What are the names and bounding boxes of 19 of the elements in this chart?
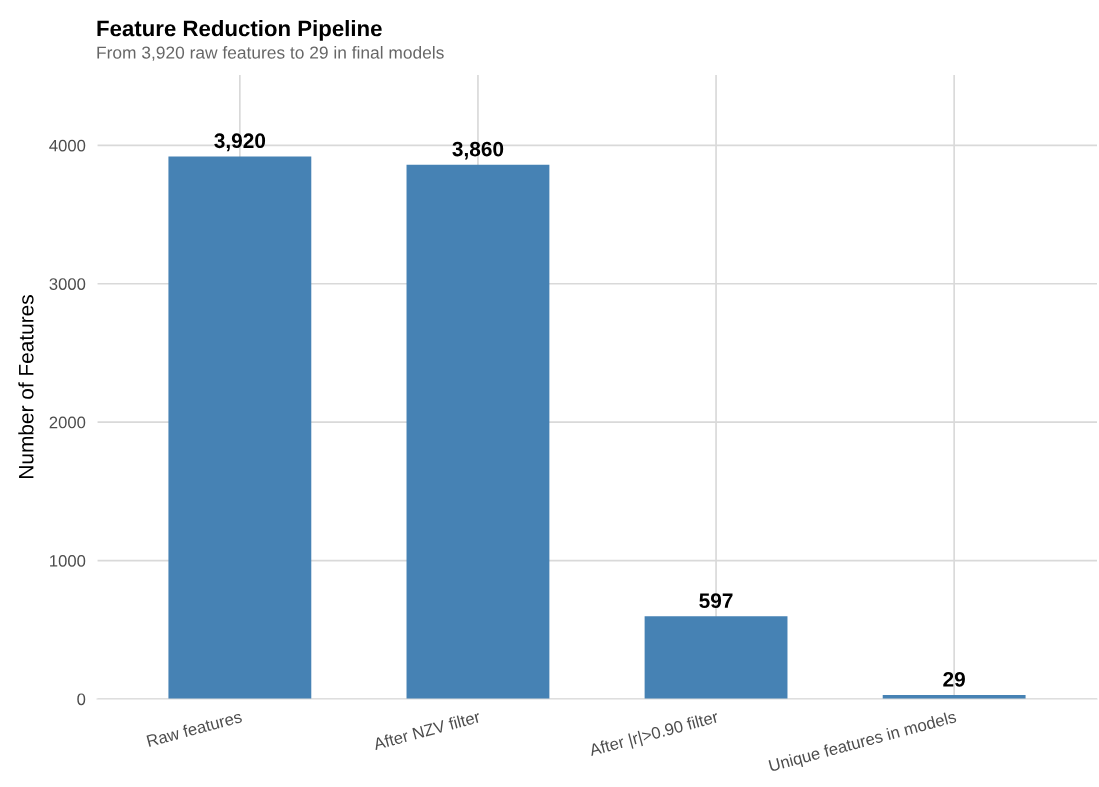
- y-tick-label: 4000: [49, 139, 86, 152]
- chart-subtitle: From 3,920 raw features to 29 in final models: [97, 46, 444, 61]
- x-tick-label: Unique features in models: [768, 710, 958, 775]
- y-axis-title: Number of Features: [18, 295, 34, 478]
- data-label: 29: [943, 671, 965, 687]
- x-tick-label: Raw features: [146, 710, 243, 747]
- bar: [168, 156, 312, 699]
- chart-title: Feature Reduction Pipeline: [97, 20, 382, 41]
- y-tick-label: 3000: [49, 278, 86, 290]
- y-tick-label: 1000: [50, 554, 86, 567]
- y-tick-label: 0: [77, 693, 86, 706]
- bar: [644, 616, 788, 699]
- data-label: 3,920: [214, 133, 266, 152]
- x-tick-label: After |r|>0.90 filter: [588, 710, 720, 760]
- bar: [406, 164, 550, 699]
- data-label: 597: [699, 593, 733, 609]
- data-label: 3,860: [452, 141, 504, 160]
- y-tick-label: 2000: [49, 416, 86, 429]
- x-tick-label: After NZV filter: [372, 710, 481, 751]
